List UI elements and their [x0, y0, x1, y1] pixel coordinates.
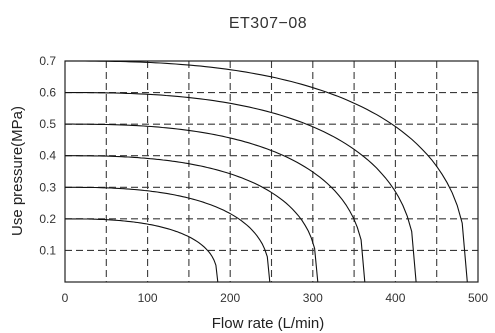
pressure-flow-curve [65, 155, 319, 283]
pressure-flow-curve [65, 92, 417, 283]
plot-frame [64, 60, 479, 283]
pressure-flow-curve [65, 60, 468, 283]
x-tick-label: 300 [303, 291, 323, 305]
y-tick-label: 0.6 [39, 86, 56, 100]
x-tick-label: 200 [220, 291, 240, 305]
x-tick-label: 400 [385, 291, 405, 305]
pressure-flow-curve [65, 123, 366, 283]
y-tick-labels: 0.1 0.2 0.3 0.4 0.5 0.6 0.7 [39, 54, 56, 257]
y-tick-label: 0.4 [39, 149, 56, 163]
x-tick-label: 500 [468, 291, 488, 305]
y-tick-label: 0.7 [39, 54, 56, 68]
x-tick-label: 0 [62, 291, 69, 305]
x-tick-label: 100 [138, 291, 158, 305]
pressure-flow-curve [65, 218, 219, 283]
chart-title: ET307−08 [229, 15, 307, 32]
y-axis-label: Use pressure(MPa) [9, 106, 26, 236]
y-tick-label: 0.3 [39, 180, 56, 194]
pressure-flow-curve [65, 186, 271, 283]
x-tick-labels: 0 100 200 300 400 500 [62, 291, 489, 305]
grid [65, 61, 478, 282]
curves [65, 60, 468, 283]
y-tick-label: 0.1 [39, 243, 56, 257]
y-tick-label: 0.5 [39, 117, 56, 131]
x-axis-label: Flow rate (L/min) [212, 315, 325, 332]
y-tick-label: 0.2 [39, 212, 56, 226]
